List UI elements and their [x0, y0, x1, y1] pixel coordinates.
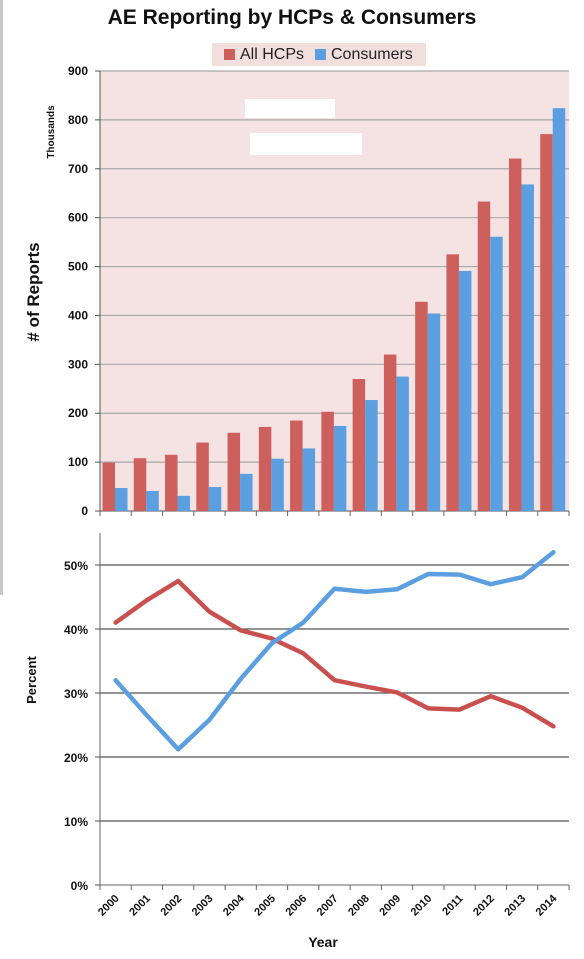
bar-consumers-2008 [365, 400, 378, 511]
bar-all-hcps-2008 [352, 379, 366, 511]
line-y-tick-label: 30% [64, 687, 88, 701]
x-tick-label-2008: 2008 [346, 893, 372, 919]
bar-consumers-2013 [521, 184, 534, 511]
bar-y-tick-label: 500 [68, 260, 88, 274]
bar-consumers-2003 [208, 487, 222, 511]
bar-consumers-2006 [302, 448, 316, 511]
x-tick-label-2011: 2011 [440, 893, 465, 918]
bar-y-tick-label: 100 [68, 455, 88, 469]
bar-all-hcps-2007 [321, 411, 334, 511]
x-tick-label-2013: 2013 [502, 893, 528, 919]
bar-all-hcps-2001 [133, 458, 147, 511]
bar-all-hcps-2006 [290, 420, 303, 511]
line-y-tick-label: 20% [64, 751, 88, 765]
x-tick-label-2012: 2012 [471, 893, 497, 919]
line-series-consumers [113, 549, 556, 752]
bar-y-axis-label: # of Reports [24, 242, 43, 341]
blank-label-box [245, 99, 335, 118]
legend-label-consumers: Consumers [331, 46, 413, 63]
x-axis-label: Year [308, 934, 338, 950]
bar-y-tick-label: 800 [68, 113, 88, 127]
bar-consumers-2012 [490, 236, 503, 511]
line-y-axis-label: Percent [24, 655, 39, 703]
x-tick-label-2003: 2003 [190, 893, 216, 919]
bar-y-tick-label: 300 [68, 357, 88, 371]
bar-consumers-2000 [115, 488, 128, 511]
blank-label-box [250, 133, 362, 155]
bar-all-hcps-2011 [446, 254, 459, 512]
line-y-tick-label: 40% [64, 623, 88, 637]
bar-consumers-2011 [458, 270, 472, 511]
bar-all-hcps-2012 [477, 201, 491, 512]
x-tick-label-2006: 2006 [284, 893, 310, 919]
bar-y-tick-label: 700 [68, 162, 88, 176]
bar-all-hcps-2009 [383, 354, 397, 511]
chart-title: AE Reporting by HCPs & Consumers [107, 6, 477, 29]
legend: All HCPs Consumers [212, 43, 426, 66]
bar-y-tick-label: 400 [68, 308, 88, 322]
x-tick-label-2000: 2000 [96, 893, 122, 919]
bar-all-hcps-2000 [102, 462, 115, 511]
bar-y-tick-label: 200 [68, 406, 88, 420]
x-tick-label-2002: 2002 [158, 893, 184, 919]
bar-all-hcps-2010 [415, 301, 428, 511]
bar-y-tick-label: 0 [81, 504, 88, 518]
bar-all-hcps-2013 [508, 158, 522, 511]
legend-label-all-hcps: All HCPs [240, 46, 305, 63]
x-tick-label-2014: 2014 [534, 892, 560, 918]
bar-consumers-2002 [177, 495, 191, 511]
bar-consumers-2007 [333, 425, 347, 511]
bar-consumers-2005 [271, 458, 284, 511]
line-y-tick-label: 10% [64, 815, 88, 829]
bar-y-tick-label: 600 [68, 211, 88, 225]
bar-all-hcps-2002 [165, 454, 178, 511]
x-tick-label-2010: 2010 [409, 893, 435, 919]
bar-all-hcps-2014 [540, 134, 553, 512]
line-y-tick-label: 0% [71, 879, 89, 893]
x-tick-label-2005: 2005 [252, 893, 278, 919]
bar-consumers-2009 [396, 376, 409, 511]
bar-all-hcps-2004 [227, 432, 241, 511]
x-tick-label-2001: 2001 [127, 893, 153, 919]
bar-all-hcps-2005 [258, 426, 272, 511]
bar-y-tick-label: 900 [68, 64, 88, 78]
x-tick-label-2004: 2004 [221, 892, 247, 918]
line-y-tick-label: 50% [64, 559, 88, 573]
left-border-rule [0, 0, 3, 595]
bar-consumers-2010 [427, 313, 441, 511]
legend-item-all-hcps: All HCPs [224, 43, 304, 66]
bar-consumers-2001 [146, 490, 159, 511]
bar-y-unit-label: Thousands [46, 105, 57, 159]
x-tick-label-2009: 2009 [377, 893, 403, 919]
bar-all-hcps-2003 [196, 442, 209, 511]
bar-consumers-2014 [552, 108, 566, 512]
legend-swatch-all-hcps [224, 49, 235, 60]
legend-swatch-consumers [315, 49, 326, 60]
x-tick-label-2007: 2007 [315, 893, 341, 919]
bar-consumers-2004 [240, 473, 253, 511]
line-series-all-hcps [113, 578, 556, 729]
legend-item-consumers: Consumers [315, 43, 413, 66]
